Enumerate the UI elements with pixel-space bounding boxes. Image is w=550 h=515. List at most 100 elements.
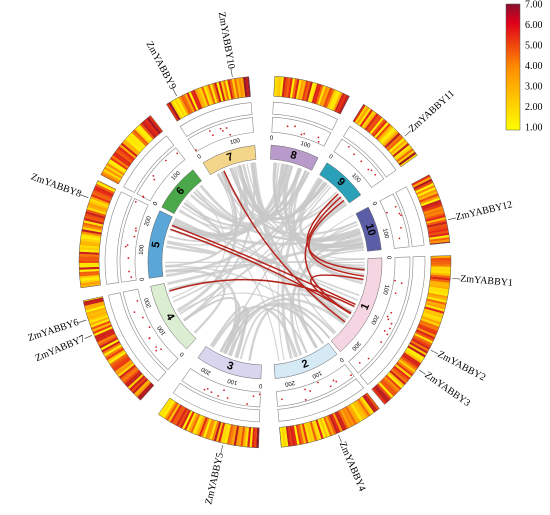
heatmap-cell bbox=[315, 419, 324, 440]
heatmap-cell bbox=[403, 352, 421, 366]
heatmap-outline bbox=[273, 75, 350, 115]
heatmap-cell bbox=[244, 427, 250, 448]
heatmap-cell bbox=[397, 360, 415, 375]
heatmap-outline bbox=[100, 115, 164, 185]
track-inner bbox=[122, 288, 179, 371]
heatmap-cell bbox=[79, 251, 100, 255]
heatmap-cell bbox=[183, 411, 195, 431]
heatmap-cell bbox=[79, 262, 100, 266]
synteny-link bbox=[220, 307, 247, 357]
track-dot bbox=[398, 212, 401, 215]
heatmap-cell bbox=[426, 219, 447, 226]
heatmap-cell bbox=[101, 340, 120, 353]
heatmap-cell bbox=[430, 262, 451, 265]
track-dot bbox=[208, 130, 211, 132]
heatmap-cell bbox=[406, 347, 425, 360]
heatmap-cell bbox=[420, 197, 441, 207]
heatmap-cell bbox=[303, 422, 311, 443]
heatmap-cell bbox=[233, 425, 240, 446]
chromosome-band bbox=[355, 206, 382, 252]
heatmap-cell bbox=[85, 305, 106, 313]
track-inner bbox=[333, 138, 385, 188]
heatmap-cell bbox=[186, 92, 197, 112]
heatmap-cell bbox=[389, 139, 407, 155]
heatmap-cell bbox=[184, 93, 195, 113]
legend-tick-label: 6.00 bbox=[525, 20, 543, 31]
heatmap-cell bbox=[307, 421, 316, 442]
heatmap-cell bbox=[93, 326, 113, 337]
heatmap-cell bbox=[79, 278, 101, 284]
heatmap-cell bbox=[99, 337, 119, 349]
synteny-link bbox=[288, 167, 349, 319]
heatmap-cell bbox=[326, 89, 337, 109]
heatmap-cell bbox=[112, 153, 131, 167]
track-dot bbox=[152, 175, 155, 177]
heatmap-cell bbox=[398, 359, 416, 373]
heatmap-cell bbox=[144, 118, 160, 136]
track-dot bbox=[300, 133, 303, 136]
heatmap-cell bbox=[84, 301, 105, 309]
heatmap-cell bbox=[362, 395, 376, 413]
heatmap-cell bbox=[83, 296, 103, 302]
heatmap-cell bbox=[84, 215, 105, 223]
heatmap-cell bbox=[322, 416, 333, 437]
heatmap-cell bbox=[375, 384, 391, 402]
heatmap-cell bbox=[81, 226, 103, 233]
track-dot bbox=[350, 374, 352, 377]
heatmap-cell bbox=[83, 299, 104, 307]
scale-label: 200 bbox=[144, 215, 153, 227]
scale-label: 200 bbox=[369, 314, 379, 326]
heatmap-cell bbox=[430, 266, 451, 270]
heatmap-cell bbox=[430, 270, 451, 274]
chromosome-label: 1 bbox=[359, 301, 372, 311]
heatmap-cell bbox=[79, 244, 100, 249]
track-dot bbox=[160, 348, 162, 351]
track-dot bbox=[130, 276, 133, 279]
heatmap-cell bbox=[350, 403, 363, 422]
heatmap-cell bbox=[293, 425, 300, 446]
heatmap-cell bbox=[382, 131, 399, 147]
heatmap-cell bbox=[417, 325, 437, 336]
heatmap-cell bbox=[79, 274, 100, 279]
heatmap-cell bbox=[79, 242, 100, 247]
heatmap-cell bbox=[392, 367, 409, 382]
heatmap-cell bbox=[345, 406, 357, 425]
track-inner bbox=[276, 364, 355, 407]
heatmap-cell bbox=[114, 359, 133, 374]
scale-label: 0 bbox=[153, 201, 160, 207]
heatmap-cell bbox=[416, 184, 436, 196]
heatmap-cell bbox=[170, 100, 183, 120]
gene-label: ZmYABBY1 bbox=[460, 273, 514, 289]
heatmap-cell bbox=[299, 80, 307, 101]
heatmap-cell bbox=[192, 414, 203, 435]
scale-label: 0 bbox=[139, 276, 145, 281]
synteny-link bbox=[171, 189, 226, 299]
heatmap-cell bbox=[115, 361, 134, 376]
track-dot bbox=[203, 388, 206, 391]
synteny-link bbox=[274, 162, 325, 219]
heatmap-cell bbox=[371, 118, 386, 136]
heatmap-cell bbox=[79, 276, 100, 282]
synteny-link bbox=[218, 172, 296, 358]
track-outer bbox=[104, 191, 133, 285]
scale-label: 100 bbox=[226, 377, 238, 386]
track-dot bbox=[165, 159, 167, 162]
heatmap-cell bbox=[354, 105, 368, 124]
heatmap-cell bbox=[309, 82, 318, 103]
chromosome-band bbox=[197, 346, 262, 380]
heatmap-cell bbox=[385, 134, 403, 150]
heatmap-cell bbox=[396, 148, 414, 163]
heatmap-cell bbox=[129, 132, 146, 148]
heatmap-cell bbox=[235, 425, 242, 447]
heatmap-cell bbox=[102, 342, 121, 355]
heatmap-cell bbox=[217, 422, 226, 443]
heatmap-cell bbox=[293, 78, 300, 99]
heatmap-cell bbox=[275, 76, 280, 97]
heatmap-cell bbox=[416, 327, 436, 338]
track-dot bbox=[195, 149, 197, 151]
heatmap-cell bbox=[301, 423, 309, 444]
gene-link bbox=[304, 196, 352, 314]
heatmap-cell bbox=[167, 403, 181, 422]
track-dot bbox=[317, 136, 320, 139]
track-dot bbox=[303, 132, 306, 135]
